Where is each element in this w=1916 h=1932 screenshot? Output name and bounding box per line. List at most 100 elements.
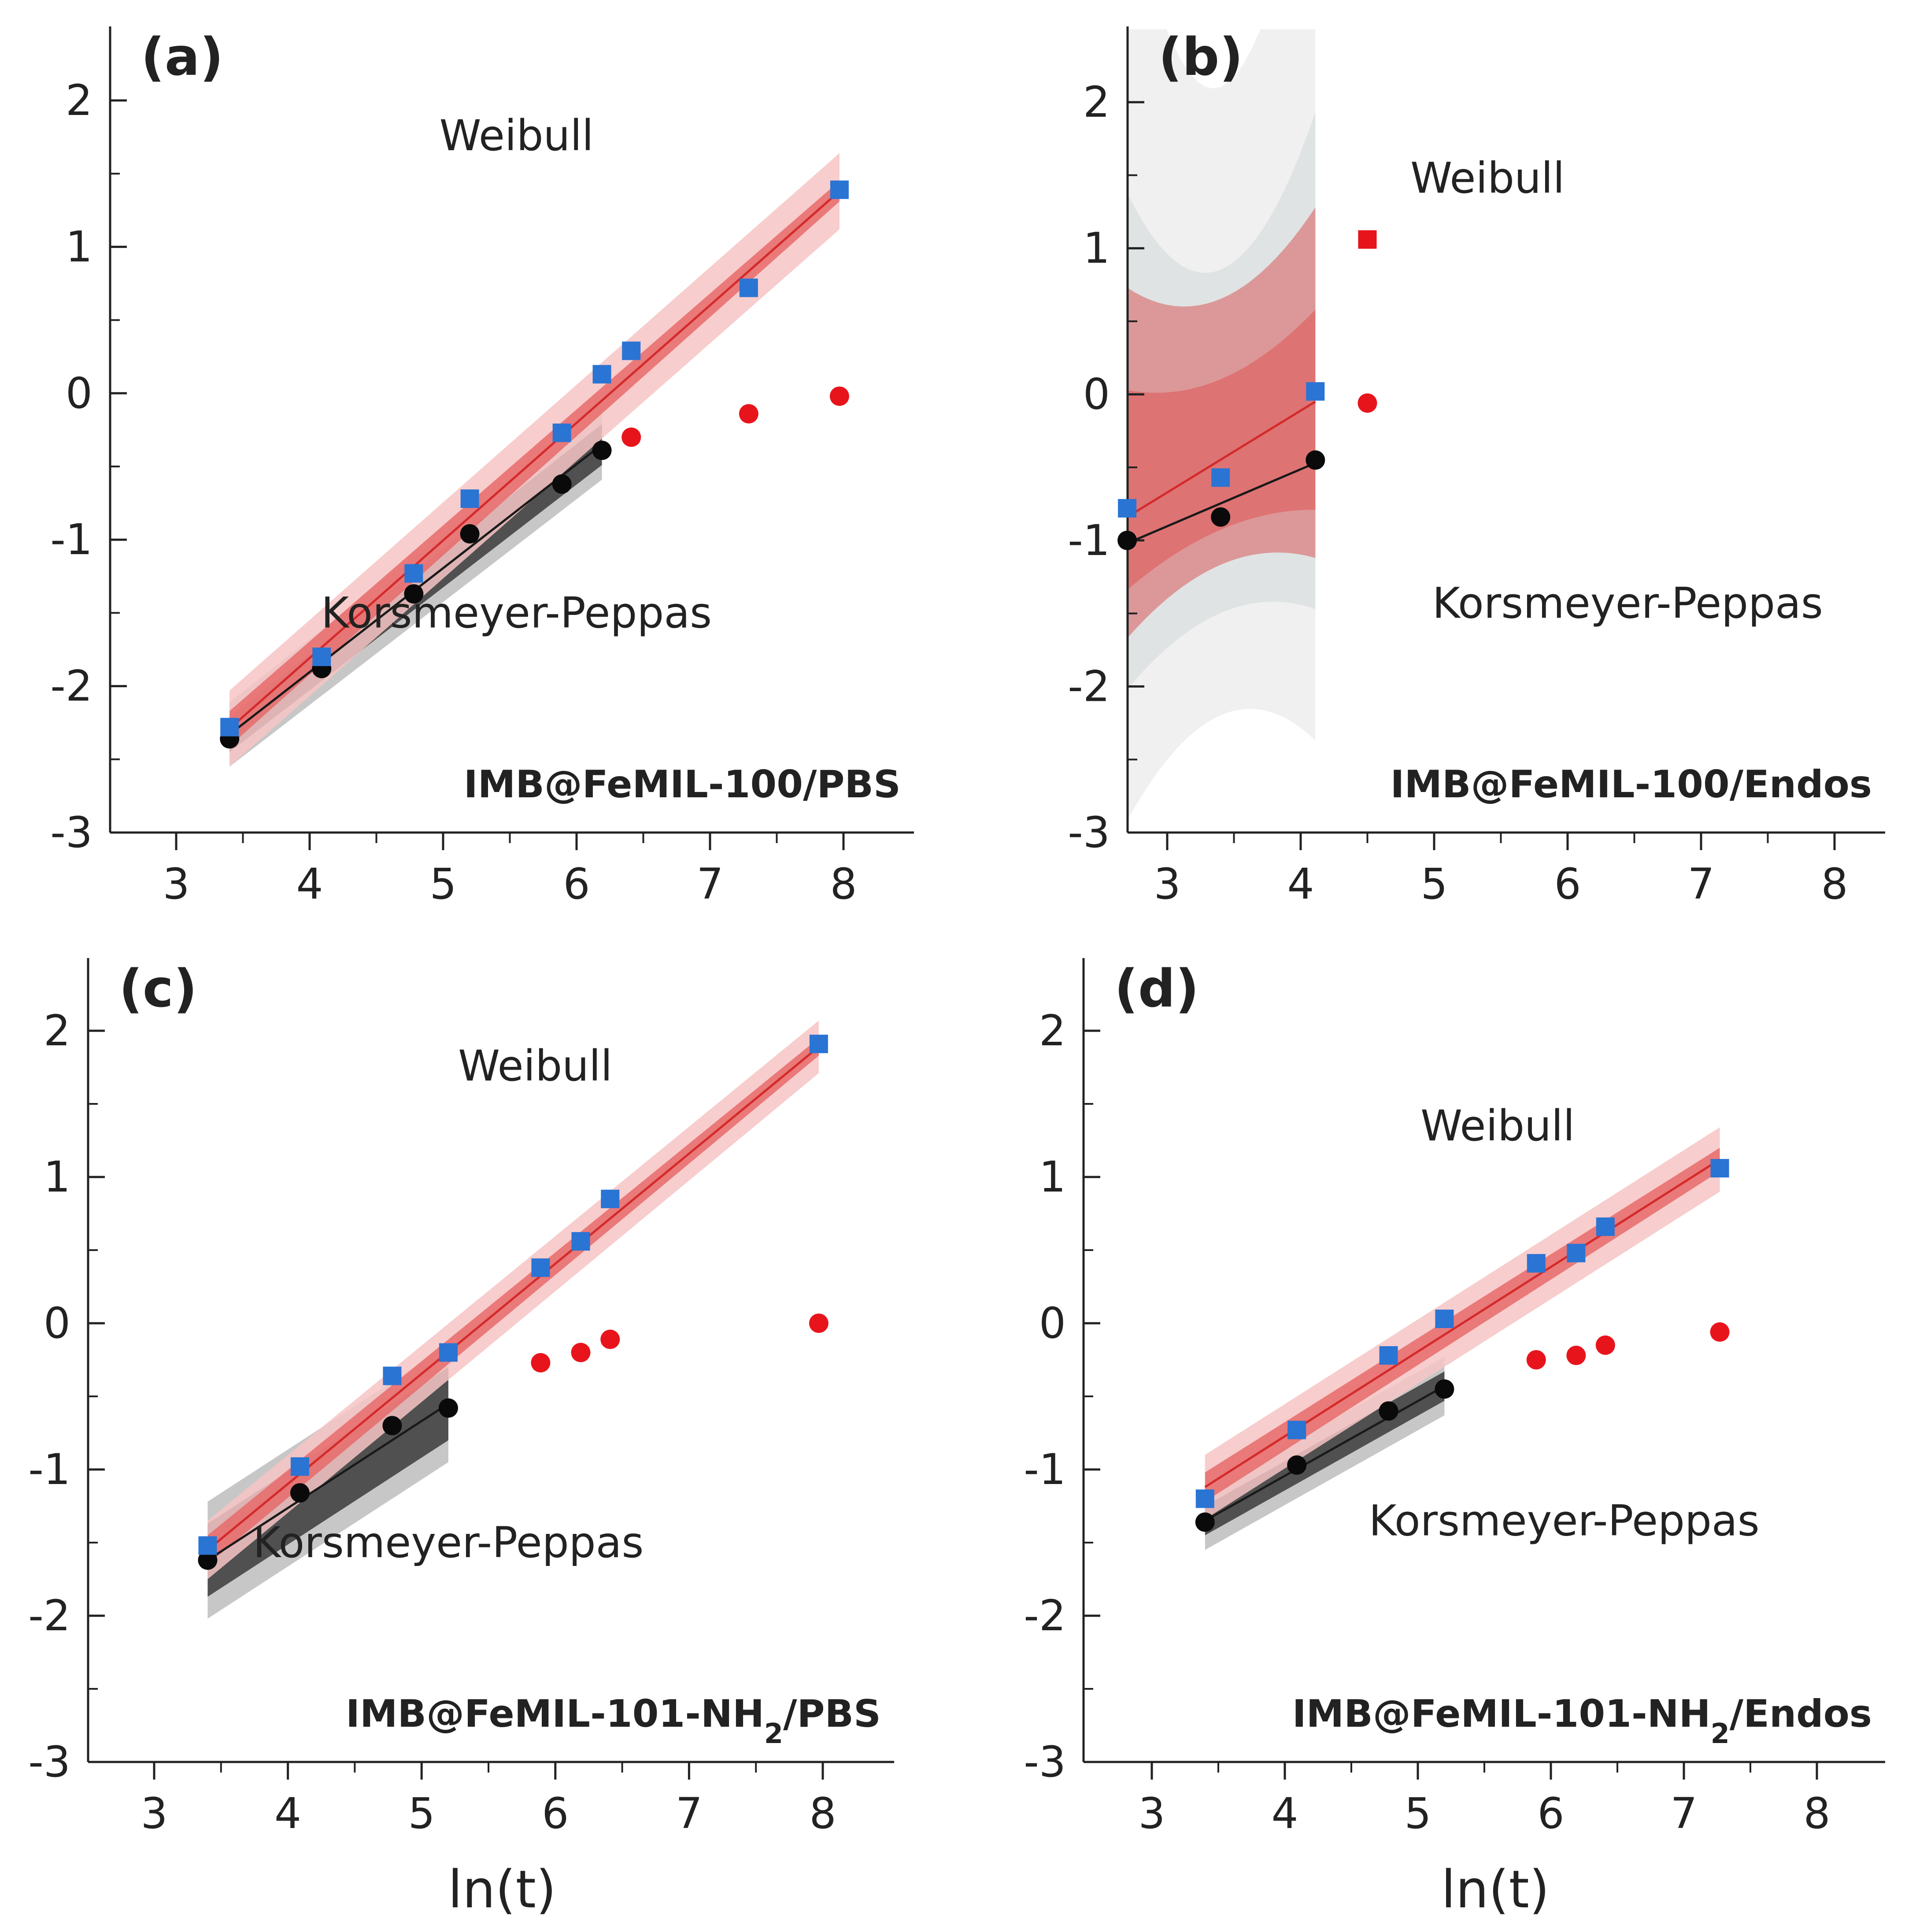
- x-tick-label: 4: [274, 1789, 301, 1838]
- sample-label: IMB@FeMIL-101-NH2/Endos: [1292, 1692, 1872, 1750]
- kp-data-point: [809, 1314, 829, 1333]
- kp-data-point: [1357, 393, 1377, 413]
- x-tick-label: 4: [1287, 859, 1314, 909]
- weibull-data-point: [830, 180, 849, 199]
- y-tick-label: -1: [50, 515, 92, 564]
- weibull-data-point: [1358, 230, 1377, 249]
- y-tick-label: -1: [1024, 1445, 1066, 1494]
- weibull-fit-line: [1126, 400, 1316, 518]
- x-tick-label: 5: [429, 859, 456, 909]
- y-tick-label: -3: [1068, 808, 1110, 857]
- y-tick-label: 1: [1083, 224, 1110, 273]
- y-tick-label: -3: [28, 1737, 70, 1787]
- kp-data-point: [621, 427, 641, 447]
- x-tick-label: 5: [1404, 1789, 1431, 1838]
- y-tick-label: 0: [44, 1299, 70, 1348]
- weibull-data-point: [531, 1258, 550, 1277]
- y-tick-label: -1: [1068, 516, 1110, 565]
- x-tick-label: 3: [163, 859, 189, 909]
- kp-data-point: [1211, 507, 1231, 527]
- y-tick-label: 0: [1039, 1299, 1066, 1348]
- y-tick-label: -2: [28, 1591, 70, 1640]
- x-tick-label: 7: [696, 859, 723, 909]
- panel-label: (d): [1114, 958, 1199, 1019]
- weibull-label: Weibull: [440, 111, 594, 160]
- y-tick-label: 0: [66, 369, 92, 418]
- x-tick-label: 6: [542, 1789, 569, 1838]
- weibull-confidence-band: [1205, 1147, 1720, 1502]
- x-axis-label: ln(t): [1441, 1859, 1550, 1920]
- x-tick-label: 8: [830, 859, 857, 909]
- weibull-data-point: [460, 489, 479, 508]
- weibull-data-point: [1211, 468, 1230, 487]
- panel-label: (a): [141, 26, 224, 87]
- weibull-data-point: [290, 1457, 309, 1476]
- kp-data-point: [404, 584, 424, 604]
- korsmeyer-peppas-label: Korsmeyer-Peppas: [321, 588, 712, 638]
- sample-label: IMB@FeMIL-101-NH2/PBS: [346, 1692, 881, 1750]
- y-tick-label: 1: [44, 1152, 70, 1202]
- y-tick-label: 1: [1039, 1152, 1066, 1202]
- weibull-data-point: [1287, 1421, 1306, 1440]
- korsmeyer-peppas-label: Korsmeyer-Peppas: [1369, 1496, 1760, 1545]
- x-axis-label: ln(t): [448, 1859, 556, 1920]
- korsmeyer-peppas-label: Korsmeyer-Peppas: [1432, 579, 1823, 628]
- weibull-data-point: [1195, 1489, 1214, 1508]
- kp-data-point: [1526, 1350, 1546, 1369]
- weibull-data-point: [552, 423, 571, 442]
- weibull-confidence-band: [229, 181, 840, 746]
- weibull-label: Weibull: [458, 1041, 612, 1091]
- panel-d: -3 -2 -1 0 1 2 3 4 5 6 7 8 (d) Weibull Korsmeyer-Peppa…: [1024, 958, 1885, 1920]
- kp-data-point: [739, 404, 758, 424]
- panel-label: (b): [1158, 26, 1243, 87]
- y-tick-label: -1: [28, 1445, 70, 1494]
- x-tick-label: 7: [1687, 859, 1714, 909]
- weibull-fit-line: [1204, 1158, 1720, 1488]
- weibull-data-point: [1379, 1346, 1398, 1365]
- weibull-data-point: [1596, 1217, 1615, 1236]
- weibull-label: Weibull: [1410, 154, 1565, 203]
- weibull-data-point: [592, 365, 611, 384]
- y-tick-label: -2: [50, 662, 92, 711]
- weibull-data-point: [1306, 382, 1325, 401]
- y-tick-label: 2: [1039, 1006, 1066, 1055]
- kp-data-point: [592, 440, 612, 460]
- weibull-data-point: [739, 278, 758, 297]
- kp-data-point: [1379, 1401, 1398, 1421]
- kp-data-point: [1195, 1512, 1215, 1532]
- kp-fit-line: [1127, 462, 1316, 544]
- x-tick-label: 7: [1670, 1789, 1697, 1838]
- kp-data-point: [600, 1329, 620, 1349]
- y-tick-label: 1: [66, 222, 92, 271]
- weibull-data-point: [1118, 499, 1137, 518]
- panel-label: (c): [119, 958, 197, 1019]
- weibull-data-point: [1527, 1254, 1546, 1273]
- x-tick-label: 7: [676, 1789, 703, 1838]
- korsmeyer-peppas-label: Korsmeyer-Peppas: [253, 1518, 644, 1567]
- weibull-data-point: [571, 1232, 590, 1251]
- kp-data-point: [1435, 1379, 1454, 1399]
- x-tick-label: 8: [809, 1789, 836, 1838]
- kp-data-point: [1117, 530, 1137, 550]
- kp-data-point: [1595, 1335, 1615, 1355]
- kp-data-point: [382, 1416, 402, 1436]
- kp-data-point: [571, 1343, 591, 1362]
- y-tick-label: -3: [50, 808, 92, 857]
- weibull-confidence-band: [207, 1038, 819, 1565]
- kp-data-point: [1306, 450, 1325, 470]
- x-tick-label: 8: [1803, 1789, 1830, 1838]
- kp-fit-line: [1204, 1385, 1445, 1522]
- x-tick-label: 6: [1537, 1789, 1564, 1838]
- weibull-data-point: [622, 341, 641, 360]
- x-tick-label: 4: [296, 859, 323, 909]
- kp-data-point: [1710, 1322, 1730, 1342]
- x-tick-label: 5: [408, 1789, 435, 1838]
- y-tick-label: -2: [1068, 662, 1110, 711]
- x-tick-label: 3: [1154, 859, 1180, 909]
- y-tick-label: 2: [66, 76, 92, 125]
- kp-data-point: [290, 1483, 310, 1503]
- weibull-data-point: [383, 1366, 402, 1385]
- x-tick-label: 3: [1138, 1789, 1165, 1838]
- sample-label: IMB@FeMIL-100/Endos: [1390, 762, 1872, 807]
- panel-a: -3 -2 -1 0 1 2 3 4 5 6 7 8 (a) Weibull Korsmeyer-Peppa…: [50, 26, 914, 909]
